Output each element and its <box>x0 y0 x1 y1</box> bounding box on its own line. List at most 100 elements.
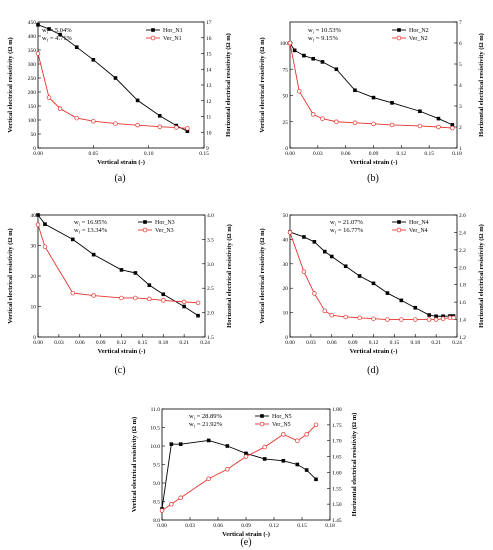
data-point-Ver_N2 <box>334 119 339 124</box>
data-point-Hor_N4 <box>302 235 306 239</box>
y-left-tick-label: 8.5 <box>153 500 160 506</box>
data-point-Ver_N5 <box>159 508 165 513</box>
x-tick-label: 0.06 <box>75 340 85 346</box>
data-point-Hor_N3 <box>119 268 124 272</box>
legend-label: Hor_N3 <box>155 220 175 226</box>
data-point-Ver_N4 <box>426 317 432 322</box>
plot-frame <box>161 408 331 521</box>
data-point-Hor_N2 <box>353 88 357 93</box>
data-point-Hor_N4 <box>385 291 390 295</box>
data-point-Ver_N5 <box>295 438 300 443</box>
data-point-Ver_N4 <box>322 308 328 314</box>
y-right-tick-label: 3.5 <box>207 237 214 243</box>
data-point-Hor_N2 <box>334 67 339 72</box>
y-right-tick-label: 1.5 <box>207 335 214 341</box>
x-axis-label: Vertical strain (-) <box>98 348 146 355</box>
data-point-Hor_N2 <box>418 109 422 114</box>
x-tick-label: 0.09 <box>348 340 358 346</box>
data-point-Ver_N2 <box>371 121 376 127</box>
data-point-Ver_N4 <box>440 316 446 321</box>
x-tick-label: 0.00 <box>285 151 295 157</box>
x-tick-label: 0.00 <box>285 340 295 346</box>
y-right-tick-label: 1.2 <box>459 335 466 341</box>
y-right-tick-label: 2.2 <box>459 248 466 254</box>
y-left-tick-label: 450 <box>28 20 37 26</box>
x-tick-label: 0.12 <box>269 523 279 529</box>
y-right-tick-label: 1.6 <box>459 300 466 306</box>
data-point-Hor_N5 <box>295 462 300 467</box>
y-left-tick-label: 0 <box>285 146 288 152</box>
data-point-Hor_N4 <box>343 264 348 269</box>
data-point-Ver_N4 <box>413 317 418 322</box>
legend-marker <box>151 28 155 32</box>
x-tick-label: 0.18 <box>158 340 168 346</box>
data-point-Ver_N5 <box>206 476 211 482</box>
y-right-tick-label: 1.65 <box>332 455 342 461</box>
x-tick-label: 0.03 <box>185 523 195 529</box>
x-tick-label: 0.18 <box>410 340 420 346</box>
y-left-tick-label: 10.0 <box>150 444 160 450</box>
data-point-Hor_N5 <box>225 444 230 448</box>
y-left-tick-label: 30 <box>283 262 289 268</box>
legend-label: Ver_N5 <box>272 422 291 428</box>
water-content-annotation: wi = 10.53% <box>308 27 342 35</box>
y-left-tick-label: 8.0 <box>153 518 160 524</box>
x-tick-label: 0.12 <box>117 340 127 346</box>
data-point-Hor_N5 <box>314 477 318 482</box>
data-point-Ver_N1 <box>157 124 162 129</box>
data-point-Hor_N5 <box>262 457 267 461</box>
data-point-Ver_N4 <box>301 269 307 274</box>
data-point-Hor_N5 <box>244 451 248 456</box>
data-point-Ver_N4 <box>329 312 335 318</box>
data-point-Hor_N5 <box>169 442 174 446</box>
data-point-Hor_N4 <box>399 298 404 303</box>
series-line-Hor_N3 <box>37 214 199 317</box>
legend-marker <box>397 220 401 224</box>
data-point-Hor_N2 <box>292 48 297 53</box>
x-tick-label: 0.10 <box>144 151 154 157</box>
data-point-Ver_N4 <box>343 314 348 320</box>
panel-label: (b) <box>367 173 379 184</box>
data-point-Ver_N3 <box>91 293 96 298</box>
legend-marker <box>259 421 265 427</box>
y-right-tick-label: 2.0 <box>459 265 466 271</box>
y-right-tick-label: 14 <box>206 67 212 73</box>
y-right-tick-label: 3 <box>459 104 462 110</box>
water-content-annotation: wf = 4.71% <box>42 35 72 43</box>
data-point-Ver_N1 <box>74 115 79 121</box>
data-point-Hor_N4 <box>434 314 438 319</box>
y-right-tick-label: 2 <box>459 125 462 131</box>
x-axis-label: Vertical strain (-) <box>222 531 270 538</box>
y-left-tick-label: 0 <box>285 335 288 341</box>
data-point-Hor_N5 <box>206 438 211 443</box>
data-point-Ver_N4 <box>399 317 404 322</box>
data-point-Ver_N2 <box>450 125 455 131</box>
water-content-annotation: wf = 21.92% <box>189 421 223 429</box>
x-tick-label: 0.15 <box>424 151 434 157</box>
x-tick-label: 0.05 <box>89 151 99 157</box>
data-point-Ver_N3 <box>42 244 48 249</box>
y-left-tick-label: 50 <box>283 213 289 219</box>
x-tick-label: 0.00 <box>33 151 43 157</box>
y-left-tick-label: 200 <box>28 90 37 96</box>
x-tick-label: 0.00 <box>33 340 43 346</box>
y-left-tick-label: 150 <box>28 104 37 110</box>
x-tick-label: 0.15 <box>297 523 307 529</box>
data-point-Hor_N3 <box>161 292 166 297</box>
data-point-Ver_N5 <box>262 444 267 450</box>
data-point-Ver_N1 <box>135 122 140 128</box>
y-left-axis-label: Vertical electrical resistivity (Ω m) <box>7 228 14 323</box>
legend-label: Ver_N2 <box>409 36 428 42</box>
y-left-tick-label: 50 <box>31 132 37 138</box>
y-left-tick-label: 40 <box>31 213 37 219</box>
x-tick-label: 0.18 <box>452 151 462 157</box>
data-point-Ver_N1 <box>174 125 179 130</box>
data-point-Ver_N2 <box>436 124 441 130</box>
data-point-Hor_N3 <box>147 283 152 287</box>
legend-label: Hor_N1 <box>163 28 183 34</box>
x-tick-label: 0.21 <box>431 340 441 346</box>
legend-marker <box>150 35 156 41</box>
y-right-tick-label: 3.0 <box>207 262 214 268</box>
x-tick-label: 0.21 <box>179 340 189 346</box>
data-point-Hor_N1 <box>113 76 118 80</box>
